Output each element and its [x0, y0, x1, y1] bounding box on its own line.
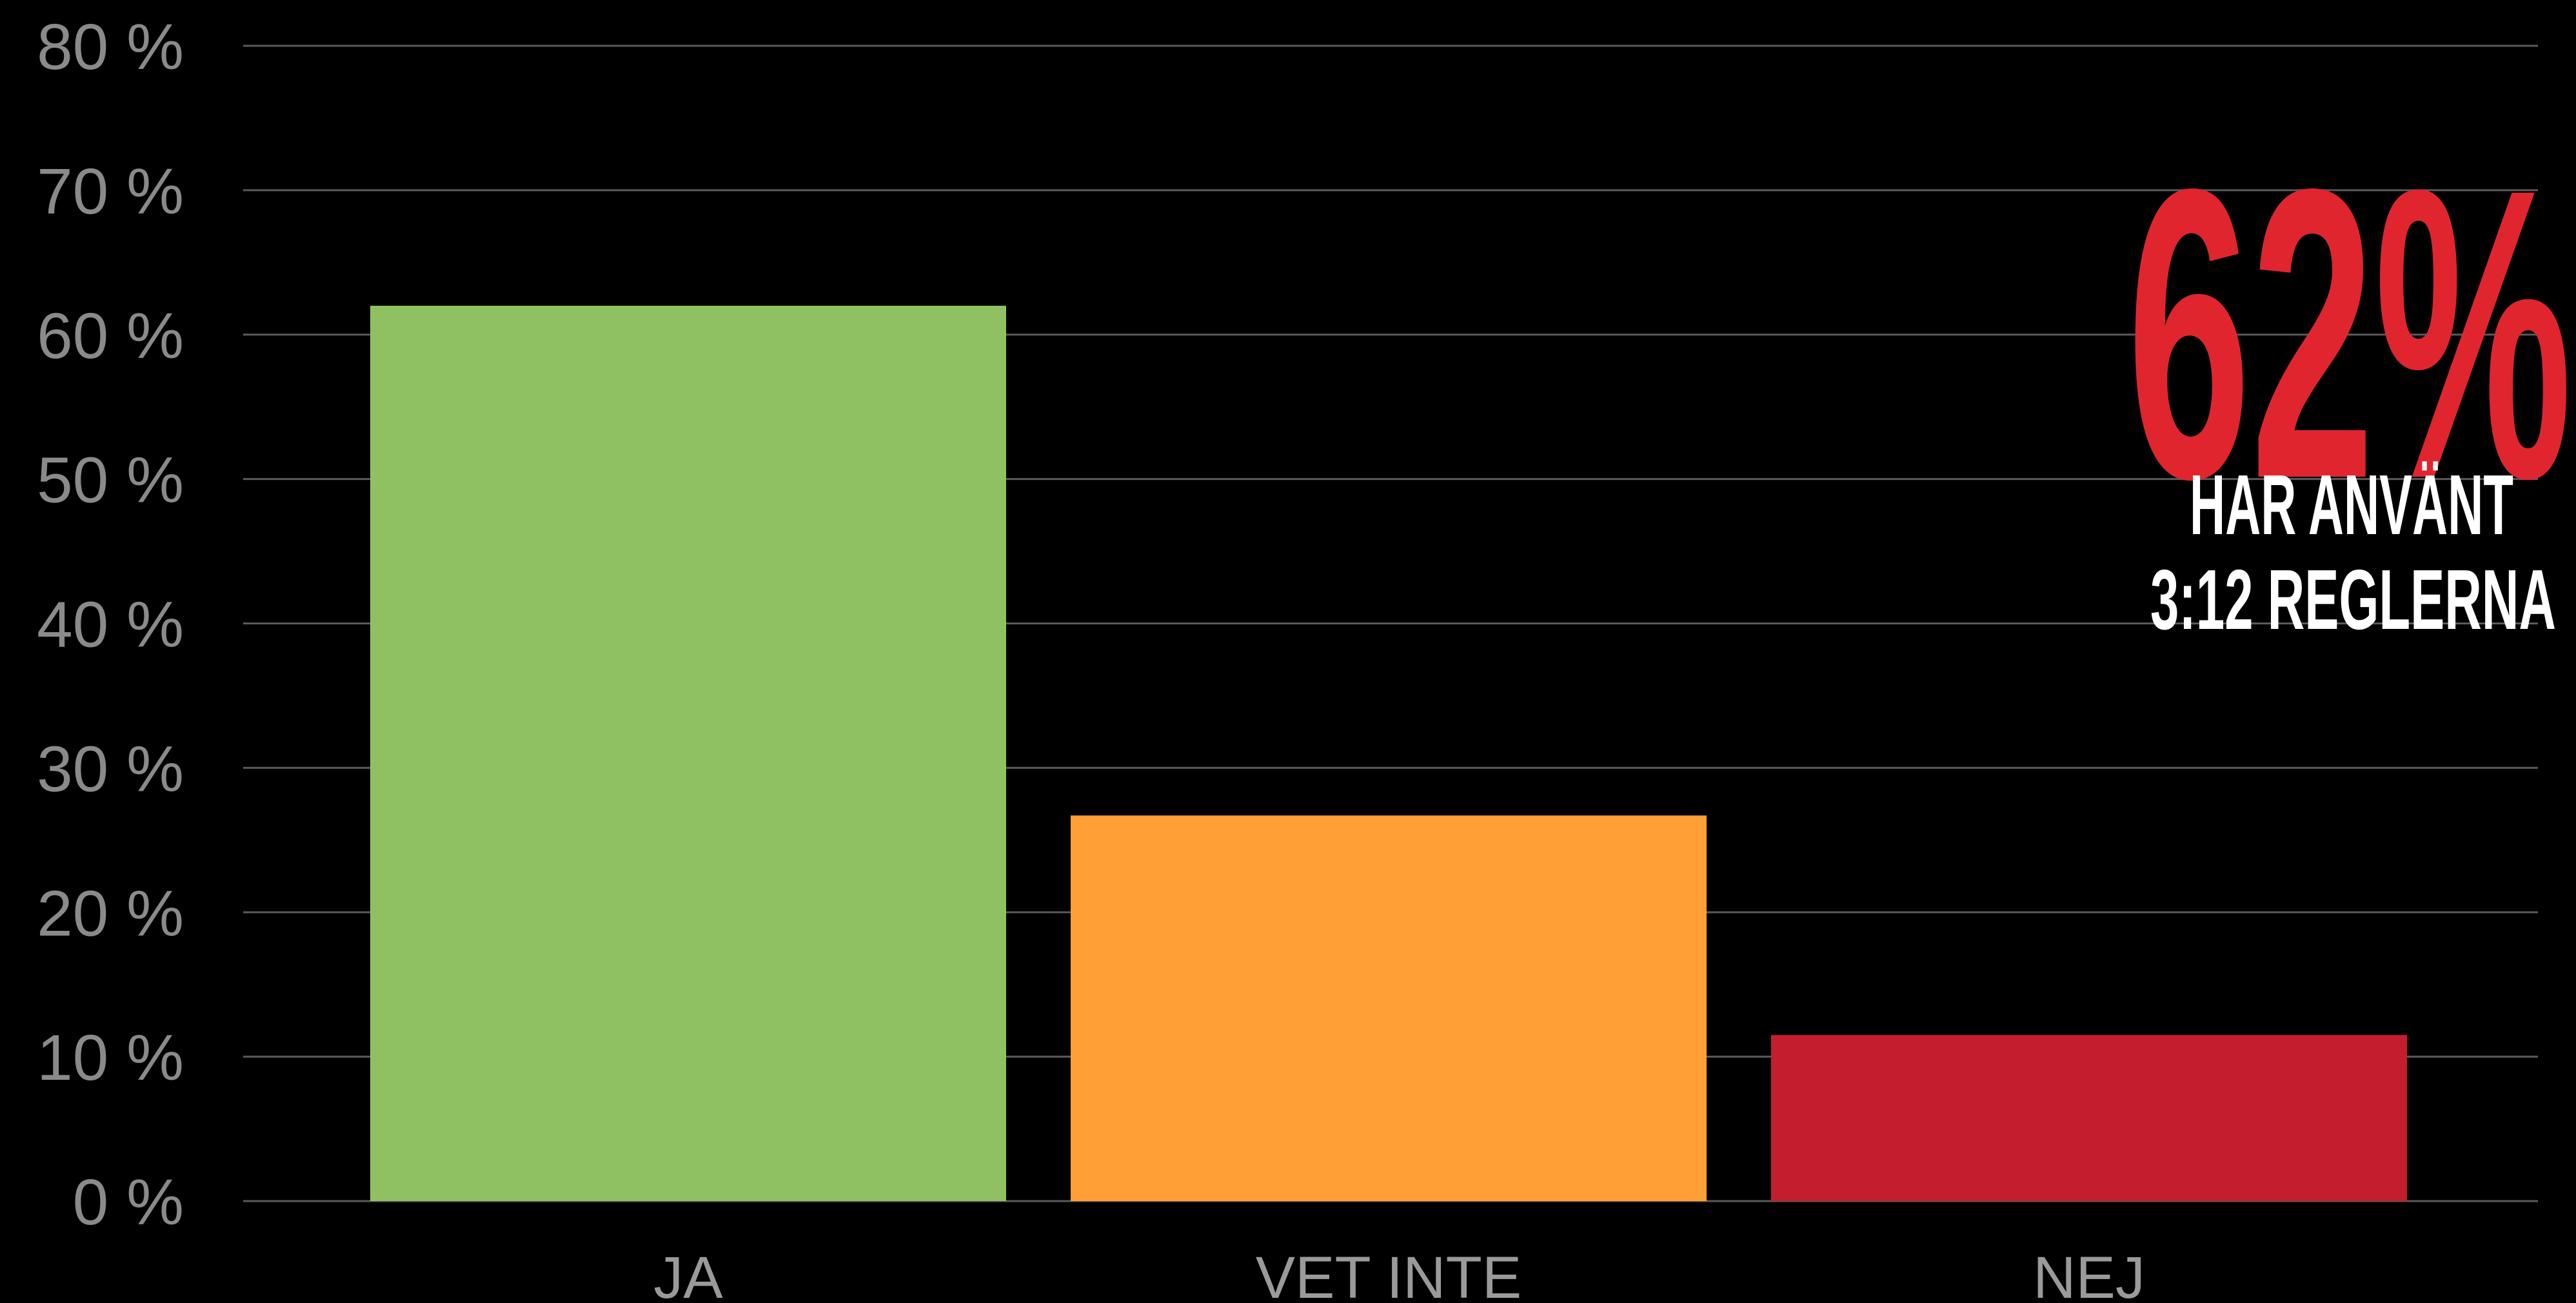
y-tick-label: 10 % — [37, 1022, 184, 1094]
bar — [1771, 1035, 2407, 1201]
annotation-big: 62% — [2127, 103, 2572, 564]
y-tick-label: 70 % — [37, 155, 184, 228]
y-tick-label: 50 % — [37, 444, 184, 517]
y-tick-label: 80 % — [37, 11, 184, 83]
y-tick-label: 0 % — [73, 1166, 184, 1238]
x-tick-label: JA — [653, 1245, 723, 1303]
y-tick-label: 20 % — [37, 877, 184, 950]
bar — [370, 305, 1006, 1202]
x-tick-label: VET INTE — [1256, 1245, 1521, 1303]
bar — [1071, 815, 1707, 1201]
annotation-line: HAR ANVÄNT — [2190, 457, 2513, 552]
x-tick-label: NEJ — [2033, 1245, 2145, 1303]
annotation-line: 3:12 REGLERNA — [2150, 552, 2556, 647]
y-tick-label: 60 % — [37, 300, 184, 372]
y-tick-label: 30 % — [37, 733, 184, 805]
y-tick-label: 40 % — [37, 589, 184, 661]
